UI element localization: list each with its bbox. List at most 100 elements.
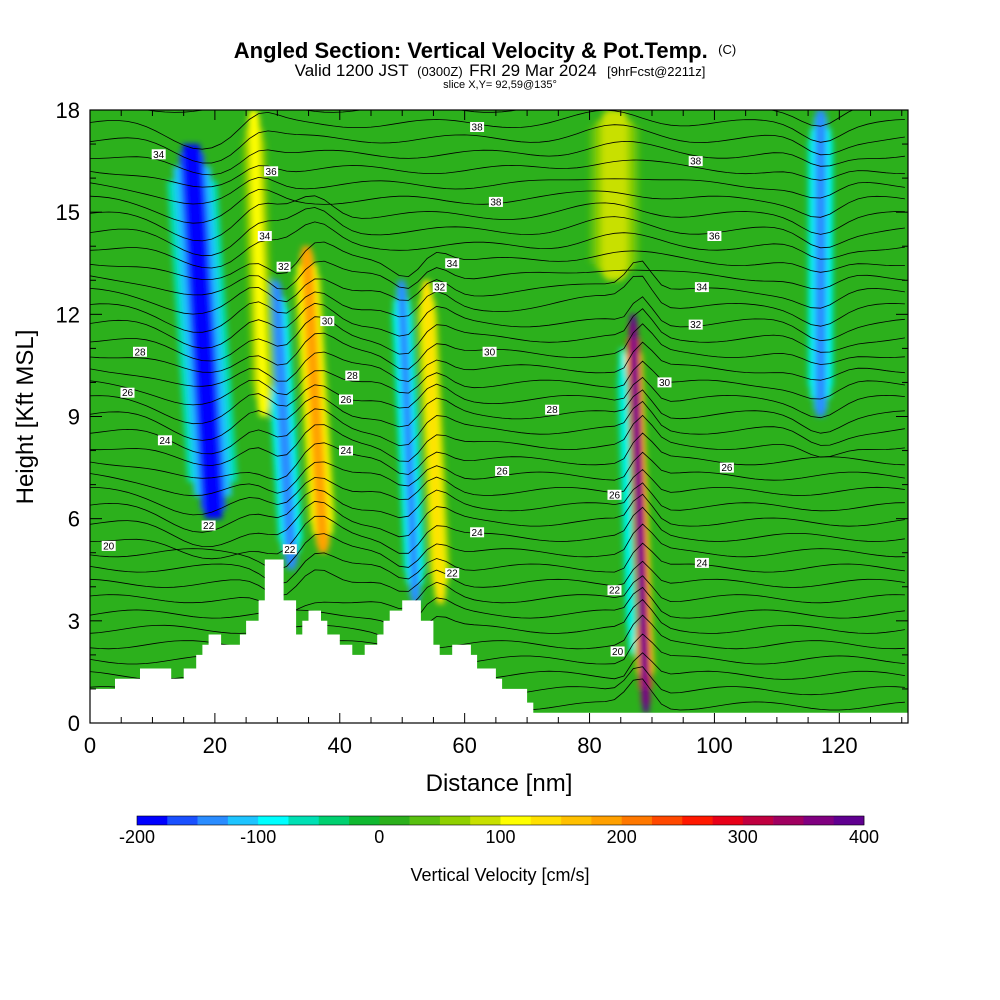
theta-contour — [90, 400, 905, 455]
velocity-band — [397, 280, 420, 604]
theta-contour — [90, 195, 905, 242]
contour-label-text: 20 — [103, 541, 115, 552]
contour-label-text: 24 — [472, 528, 484, 539]
contour-label: 24 — [157, 435, 172, 447]
contour-label-text: 38 — [490, 197, 502, 208]
colorbar-swatch — [833, 816, 865, 825]
theta-contour — [90, 341, 905, 387]
colorbar-swatch — [803, 816, 835, 825]
contour-label-box — [545, 404, 560, 415]
colorbar-swatch — [197, 816, 229, 825]
theta-contour — [90, 140, 905, 176]
potential-temperature-contours — [90, 110, 905, 711]
contour-label: 24 — [694, 557, 709, 569]
contour-label-text: 26 — [122, 388, 134, 399]
colorbar-swatch — [561, 816, 592, 825]
y-tick-label: 0 — [68, 711, 80, 736]
contour-label-text: 24 — [696, 558, 708, 569]
theta-contour — [90, 124, 905, 164]
contour-label-text: 26 — [497, 467, 509, 478]
contour-label-text: 36 — [266, 167, 278, 178]
contour-label-box — [157, 435, 172, 446]
theta-contour — [90, 414, 905, 466]
contour-label-text: 24 — [159, 436, 171, 447]
contour-label-text: 28 — [134, 347, 146, 358]
contour-label-text: 20 — [612, 647, 624, 658]
contour-label-box — [719, 462, 734, 473]
contour-label: 30 — [482, 346, 497, 358]
contour-label-box — [607, 585, 622, 596]
colorbar-swatch — [318, 816, 350, 825]
contour-label-box — [694, 557, 709, 568]
contour-label-box — [488, 196, 503, 207]
colorbar-tick-label: 400 — [849, 827, 879, 847]
colorbar-swatch — [500, 816, 532, 825]
contour-label-text: 28 — [547, 405, 559, 416]
contour-label: 34 — [445, 258, 460, 270]
contour-label-box — [201, 520, 216, 531]
contour-label: 22 — [282, 544, 297, 556]
colorbar-tick-label: 100 — [485, 827, 515, 847]
colorbar-swatch — [439, 816, 471, 825]
x-tick-label: 40 — [328, 733, 352, 758]
x-axis-title: Distance [nm] — [426, 770, 573, 797]
y-tick-label: 15 — [56, 200, 80, 225]
chart-subtitle-slice: slice X,Y= 92,59@135° — [443, 79, 557, 91]
contour-label-box — [607, 489, 622, 500]
contour-label-box — [694, 282, 709, 293]
theta-contour — [90, 560, 905, 597]
colorbar-swatch — [773, 816, 804, 825]
theta-contour — [90, 468, 905, 516]
theta-contour — [90, 275, 905, 333]
theta-contour — [90, 575, 905, 613]
colorbar-swatch — [470, 816, 501, 825]
theta-contour — [90, 599, 905, 646]
colorbar-tick-label: -200 — [119, 827, 155, 847]
contour-label-text: 22 — [284, 545, 296, 556]
contour-label-text: 22 — [609, 586, 621, 597]
contour-label-text: 38 — [690, 157, 702, 168]
theta-contour — [90, 207, 905, 257]
theta-contour — [90, 432, 905, 481]
theta-contour — [90, 260, 905, 296]
colorbar-tick-label: 200 — [607, 827, 637, 847]
colorbar-swatch — [682, 816, 713, 825]
theta-contour — [90, 260, 905, 315]
theta-contour — [90, 360, 905, 406]
velocity-band — [182, 144, 223, 519]
theta-contour — [90, 296, 905, 349]
contour-label-box — [657, 377, 672, 388]
contour-label-text: 34 — [153, 150, 165, 161]
colorbar-swatch — [591, 816, 622, 825]
theta-contour — [90, 159, 905, 188]
colorbar-swatch — [227, 816, 259, 825]
x-tick-label: 20 — [203, 733, 227, 758]
colorbar-swatch — [137, 816, 168, 825]
contour-label-box — [688, 319, 703, 330]
contour-label-text: 34 — [259, 232, 271, 243]
contour-label: 26 — [719, 462, 734, 474]
contour-label: 38 — [488, 196, 503, 208]
contour-label-text: 30 — [659, 378, 671, 389]
colorbar-swatch — [349, 816, 380, 825]
x-tick-label: 120 — [821, 733, 858, 758]
contour-labels: 20 26 28 24 34 22 36 34 32 22 30 28 26 24 32 34 22 38 38 30… — [101, 122, 734, 658]
contour-label-text: 26 — [340, 395, 352, 406]
contour-label: 34 — [694, 282, 709, 294]
contour-label: 36 — [707, 231, 722, 243]
theta-contour — [90, 308, 905, 362]
contour-label-text: 30 — [322, 317, 334, 328]
velocity-band — [815, 110, 826, 417]
contour-label: 20 — [610, 646, 625, 658]
y-axis-title: Height [Kft MSL] — [12, 330, 39, 505]
colorbar-swatch — [651, 816, 683, 825]
x-tick-label: 60 — [452, 733, 476, 758]
contour-label-text: 38 — [472, 123, 484, 134]
contour-label-box — [445, 258, 460, 269]
contour-label-box — [339, 394, 353, 405]
contour-label: 30 — [320, 316, 335, 328]
contour-label-box — [120, 387, 135, 398]
theta-contour — [90, 110, 905, 150]
